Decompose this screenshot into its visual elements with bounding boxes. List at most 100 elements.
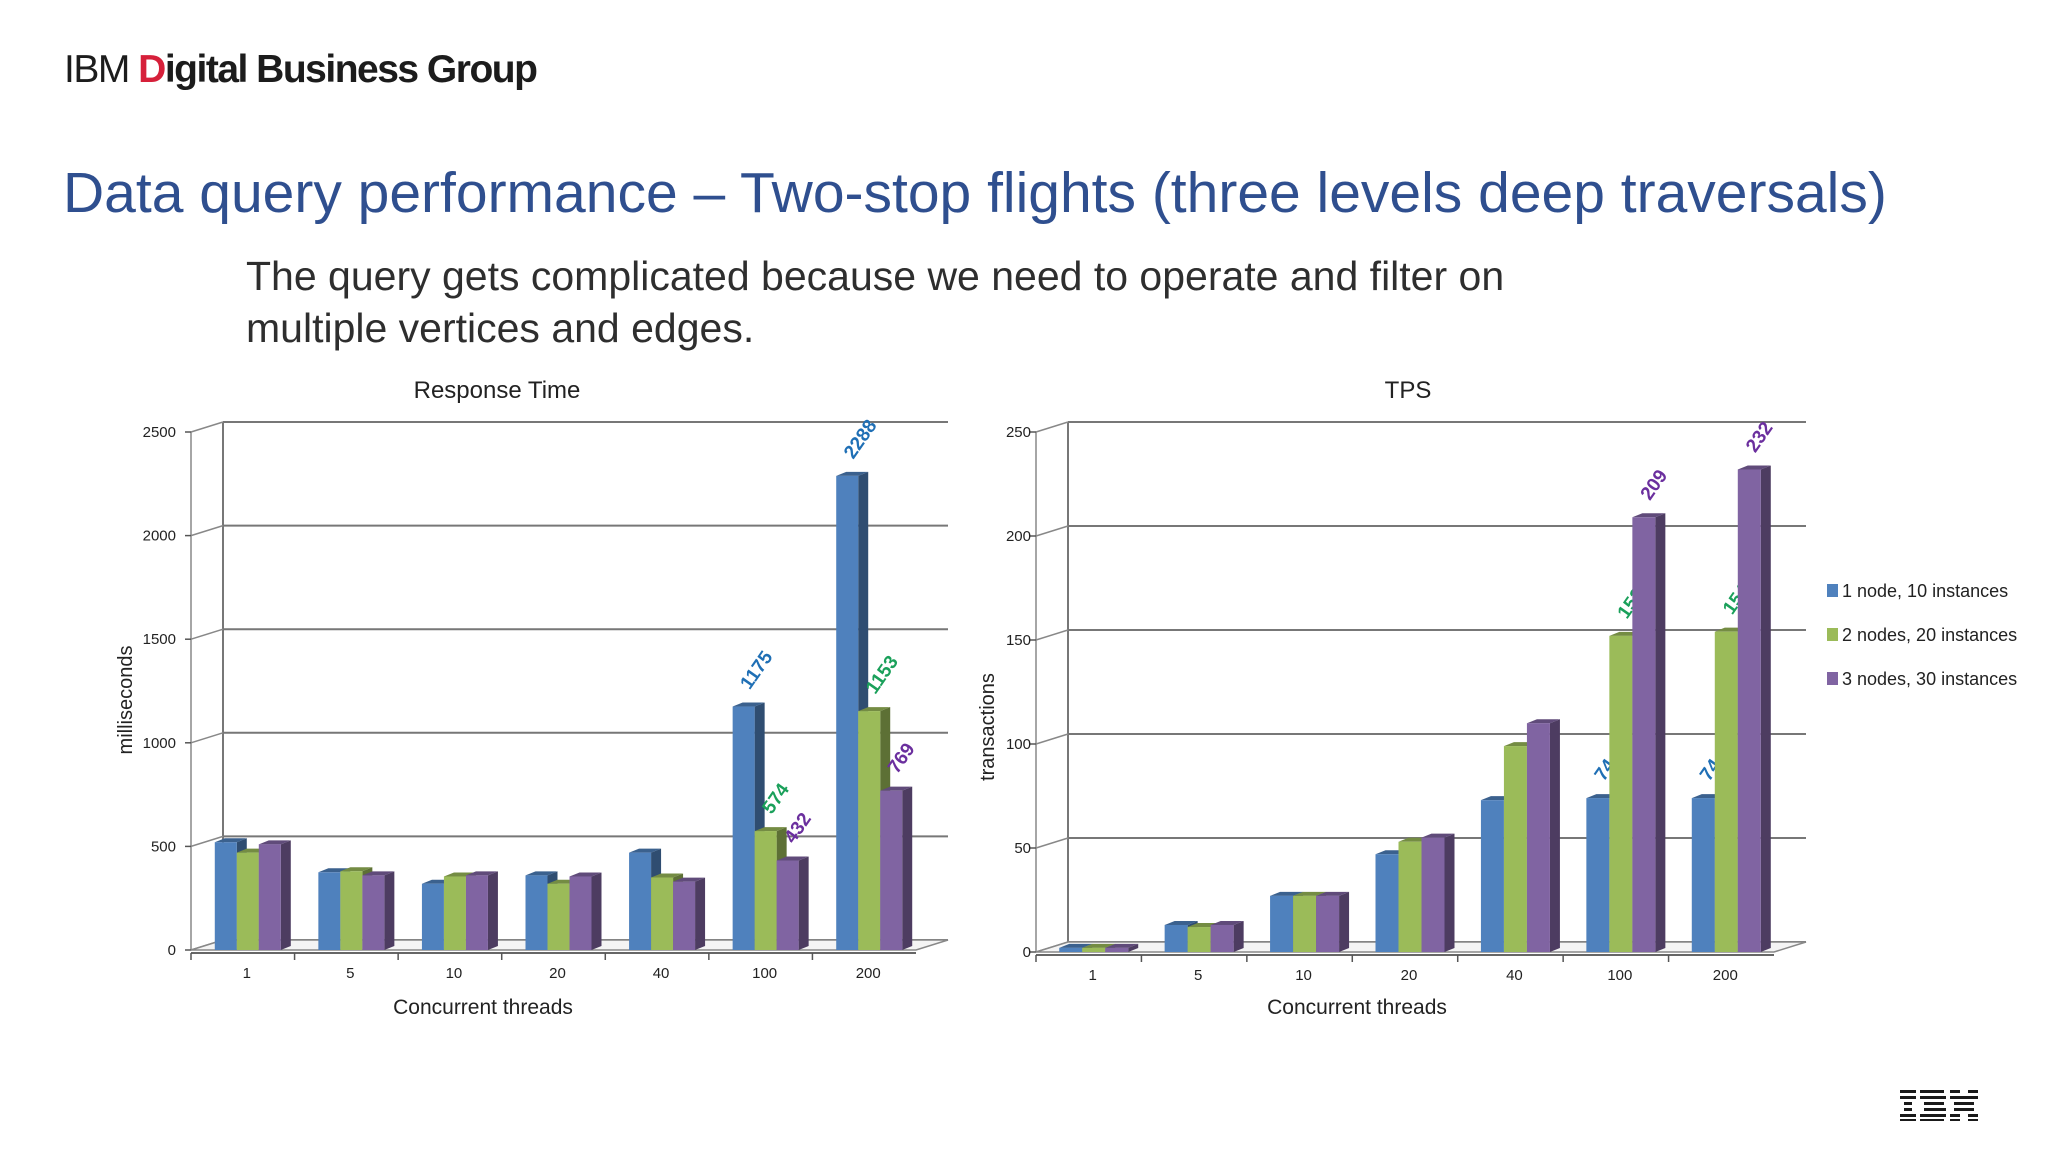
bar-front [569,876,592,950]
bar-front [1609,635,1633,952]
x-axis-label: Concurrent threads [393,996,573,1019]
bar-front [236,852,259,950]
bar-front [547,883,570,950]
bar [258,840,291,950]
bar-front [1503,746,1527,952]
gridline-depth [190,732,224,744]
gridline-depth [190,628,224,640]
bar-front [776,860,799,950]
bar-front [362,875,385,950]
x-tick-label: 1 [243,965,251,982]
bar [1210,920,1244,952]
bar-side [1760,465,1771,952]
bar-top [214,838,247,843]
bar [776,856,809,950]
page-subtitle: The query gets complicated because we ne… [246,253,1505,351]
bar-front [1164,924,1188,952]
y-tick-label: 2000 [143,528,176,545]
legend-swatch [1827,584,1838,597]
legend-label: 1 node, 10 instances [1842,581,2008,601]
page-title: Data query performance – Two-stop flight… [63,161,1887,225]
bar [1105,943,1139,952]
bar [1316,891,1350,952]
bar-front [754,831,777,950]
x-tick-label: 10 [446,965,463,982]
x-tick-label: 10 [1295,967,1312,984]
bar-front [1691,798,1715,952]
bar-front [1316,895,1340,952]
bar-front [1586,798,1610,952]
bar-front [1632,517,1656,952]
y-axis-label: transactions [977,673,999,781]
bar-front [1059,947,1083,952]
y-tick-label: 200 [1006,528,1031,545]
legend-label: 3 nodes, 30 instances [1842,669,2017,689]
y-tick-label: 1500 [143,631,176,648]
bar-top [1164,920,1198,925]
bar [880,786,913,950]
gridline-depth [1035,837,1069,849]
x-tick-label: 20 [549,965,566,982]
bar-front [1082,947,1106,952]
bar-front [1270,895,1294,952]
bar-front [1375,854,1399,952]
y-tick-label: 250 [1006,424,1031,441]
bar-top [1270,891,1304,896]
x-tick-label: 200 [856,965,881,982]
bar-front [858,711,881,950]
chart-title: Response Time [414,377,581,404]
bar-top [880,786,913,791]
bar-side [1655,513,1666,952]
bar-side [798,856,809,950]
bar-front [1187,927,1211,952]
bar-top [1059,943,1093,948]
ibm-logo-icon [1900,1090,1978,1121]
bar-front [421,883,444,950]
x-tick-label: 1 [1089,967,1097,984]
bar-front [1398,841,1422,952]
chart-title: TPS [1385,377,1432,404]
bar-top [858,707,891,712]
bar-top [525,871,558,876]
bar-side [280,840,291,950]
bar-top [673,877,706,882]
bar-front [443,876,466,950]
bar-front [1526,723,1550,952]
bar-front [1293,895,1317,952]
x-tick-label: 5 [346,965,354,982]
bar-side [1233,920,1244,952]
bar-top [362,871,395,876]
x-tick-label: 100 [752,965,777,982]
bar-front [836,475,859,950]
bar-top [340,867,373,872]
y-tick-label: 2500 [143,424,176,441]
bar-side [384,871,395,950]
y-tick-label: 1000 [143,735,176,752]
x-tick-label: 5 [1194,967,1202,984]
bar-top [1421,833,1455,838]
bar-side [1549,719,1560,952]
bar [673,877,706,950]
bar-top [1316,891,1350,896]
legend: 1 node, 10 instances 2 nodes, 20 instance… [1827,581,2017,689]
data-label: 2288 [840,416,881,463]
bar-side [1339,891,1350,952]
bar-front [732,706,755,950]
bar-top [1105,943,1139,948]
legend-swatch [1827,628,1838,641]
bar-top [776,856,809,861]
bar [569,872,602,950]
bar-top [569,872,602,877]
bar-front [258,844,281,950]
brand-name: igital Business Group [164,48,538,91]
bar-front [880,790,903,950]
bar-front [1714,631,1738,952]
x-tick-label: 40 [1506,967,1523,984]
bar-top [836,471,869,476]
bar-front [629,852,652,950]
data-label: 1175 [737,647,778,693]
bar-front [1480,800,1504,952]
x-tick-label: 100 [1607,967,1632,984]
